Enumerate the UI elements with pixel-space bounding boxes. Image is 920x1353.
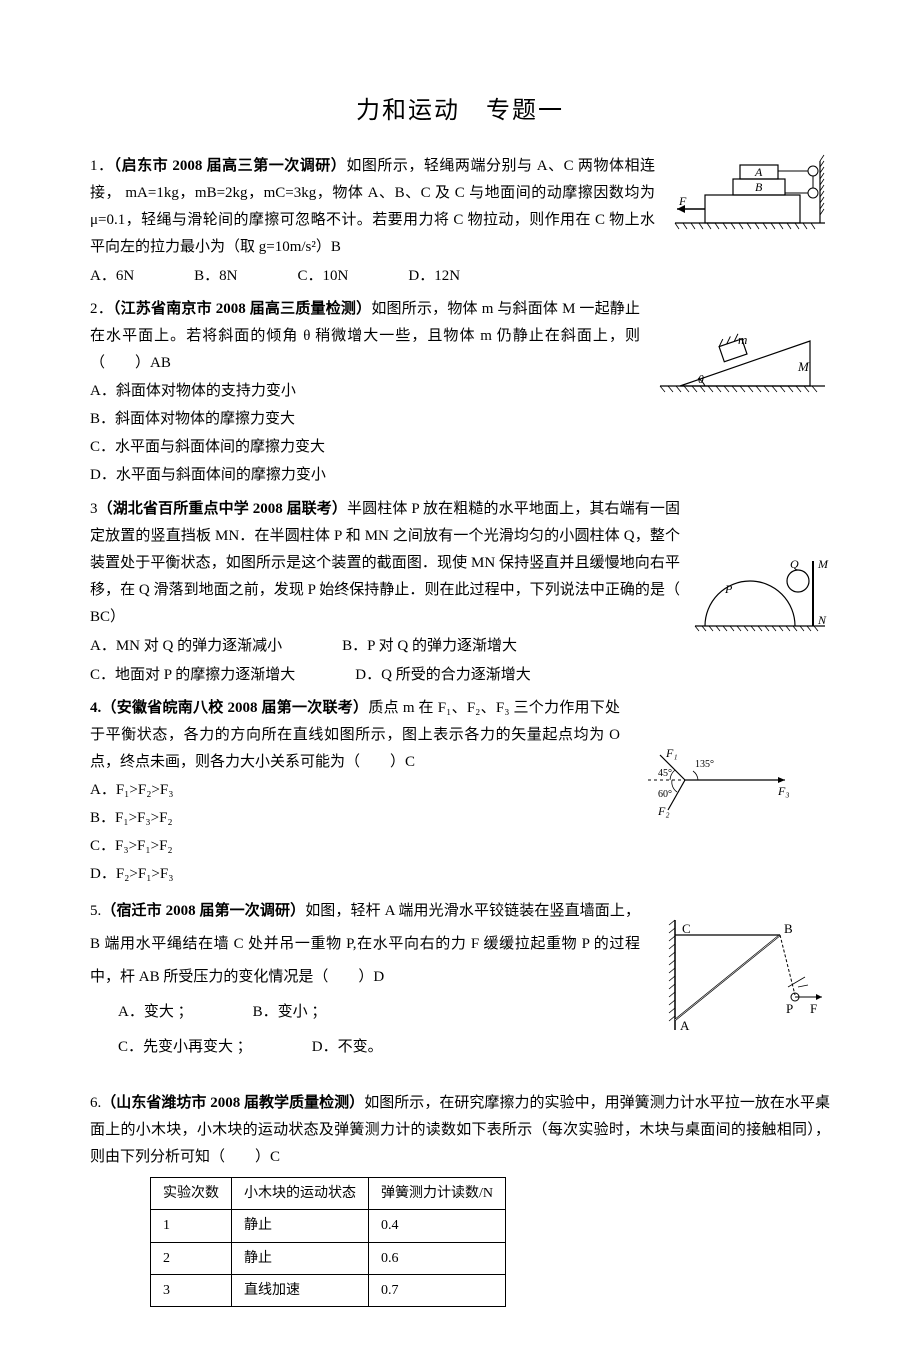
fig4-label-F3: F₃ [777,784,790,798]
q5-source: （宿迁市 2008 届第一次调研） [101,903,305,919]
q4-opt-c: C．F₃>F₁>F₂ [90,833,830,860]
q3-num: 3 [90,501,98,517]
question-1: A B F 1．（启东市 2008 届高三第一次调研）如图所示，轻绳两端分别与 … [90,153,830,290]
q2-source: （江苏省南京市 2008 届高三质量检测） [113,301,371,317]
q4-opt-d: D．F₂>F₁>F₃ [90,861,830,888]
table-row: 1 静止 0.4 [151,1210,506,1242]
page-title: 力和运动 专题一 [90,90,830,133]
q6-num: 6. [90,1095,101,1111]
fig1-label-B: B [755,180,763,194]
fig5-label-C: C [682,921,691,936]
fig4-label-F2: F₂ [657,804,670,818]
fig3-label-M: M [817,557,829,571]
q1-num: 1． [90,158,114,174]
question-5: C B A P F 5.（宿迁市 2008 届第一次调研）如图，轻杆 A 端用光… [90,895,830,1064]
fig4-angle-60: 60° [658,789,672,800]
q5-opt-a: A．变大 ； [118,996,193,1029]
td: 0.6 [369,1242,506,1274]
q3-options: A．MN 对 Q 的弹力逐渐减小 B．P 对 Q 的弹力逐渐增大 C．地面对 P… [90,633,830,689]
fig3-label-N: N [817,613,827,627]
q1-opt-b: B．8N [194,263,237,290]
fig2-label-m: m [738,332,747,347]
q3-opt-a: A．MN 对 Q 的弹力逐渐减小 [90,633,282,660]
question-2: m M θ 2．（江苏省南京市 2008 届高三质量检测）如图所示，物体 m 与… [90,296,830,490]
q3-source: （湖北省百所重点中学 2008 届联考） [98,501,348,517]
q3-stem: 半圆柱体 P 放在粗糙的水平地面上，其右端有一固定放置的竖直挡板 MN．在半圆柱… [90,501,680,625]
td: 0.4 [369,1210,506,1242]
q1-opt-c: C．10N [298,263,349,290]
table-header-row: 实验次数 小木块的运动状态 弹簧测力计读数/N [151,1178,506,1210]
q1-source: （启东市 2008 届高三第一次调研） [114,158,347,174]
fig5-label-A: A [680,1018,690,1033]
q5-opt-d: D．不变。 [312,1031,383,1064]
figure-5: C B A P F [650,915,830,1035]
q3-opt-d: D．Q 所受的合力逐渐增大 [355,662,530,689]
q6-table: 实验次数 小木块的运动状态 弹簧测力计读数/N 1 静止 0.4 2 静止 0.… [150,1177,506,1307]
q2-opt-d: D．水平面与斜面体间的摩擦力变小 [90,462,830,489]
q1-stem-b: mA=1kg，mB=2kg，mC=3kg，物体 A、B、C 及 C 与地面间的动… [90,185,655,255]
figure-4: F₁ F₂ F₃ 45° 135° 60° [630,745,800,820]
fig4-angle-135: 135° [695,759,714,770]
fig4-label-F1: F₁ [665,746,678,760]
q2-num: 2． [90,301,113,317]
fig2-label-M: M [797,359,810,374]
td: 2 [151,1242,232,1274]
question-4: F₁ F₂ F₃ 45° 135° 60° 4.（安徽省皖南八校 2008 届第… [90,695,830,889]
q5-opt-c: C．先变小再变大 ； [118,1031,252,1064]
table-row: 2 静止 0.6 [151,1242,506,1274]
q4-num: 4. [90,700,101,716]
q6-source: （山东省潍坊市 2008 届教学质量检测） [101,1095,364,1111]
q1-opt-a: A．6N [90,263,134,290]
th-col-2: 小木块的运动状态 [232,1178,369,1210]
q2-opt-b: B．斜面体对物体的摩擦力变大 [90,406,830,433]
fig5-label-B: B [784,921,793,936]
figure-2: m M θ [650,326,830,396]
fig1-label-F: F [678,194,687,208]
q4-source: （安徽省皖南八校 2008 届第一次联考） [101,700,368,716]
question-3: P Q M N 3（湖北省百所重点中学 2008 届联考）半圆柱体 P 放在粗糙… [90,496,830,689]
td: 静止 [232,1242,369,1274]
td: 1 [151,1210,232,1242]
fig5-label-F: F [810,1001,817,1016]
fig4-angle-45: 45° [658,768,672,779]
fig3-label-P: P [724,582,733,596]
q3-opt-b: B．P 对 Q 的弹力逐渐增大 [342,633,517,660]
q5-opt-b: B．变小 ； [253,996,327,1029]
question-6: 6.（山东省潍坊市 2008 届教学质量检测）如图所示，在研究摩擦力的实验中，用… [90,1090,830,1307]
q1-opt-d: D．12N [408,263,460,290]
th-col-3: 弹簧测力计读数/N [369,1178,506,1210]
th-col-1: 实验次数 [151,1178,232,1210]
figure-3: P Q M N [690,556,830,636]
q2-opt-c: C．水平面与斜面体间的摩擦力变大 [90,434,830,461]
fig5-label-P: P [786,1001,793,1016]
q3-opt-c: C．地面对 P 的摩擦力逐渐增大 [90,662,295,689]
figure-1: A B F [665,153,830,238]
q5-num: 5. [90,903,101,919]
fig1-label-A: A [754,165,763,179]
td: 静止 [232,1210,369,1242]
fig3-label-Q: Q [790,557,799,571]
q1-options: A．6N B．8N C．10N D．12N [90,263,830,290]
